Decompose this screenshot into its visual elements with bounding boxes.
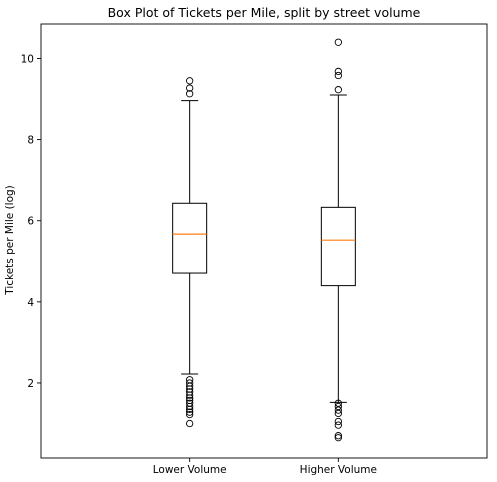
outlier-point [334, 399, 342, 407]
x-tick-label: Lower Volume [153, 464, 227, 476]
outlier-point [186, 376, 194, 384]
outlier-point [334, 432, 342, 440]
outlier-point [186, 388, 194, 396]
y-axis-label: Tickets per Mile (log) [4, 185, 16, 296]
plot-area: 2 4 6 8 10 Lower Volume Higher Volume [21, 23, 488, 476]
y-tick-label: 2 [27, 378, 34, 390]
outlier-point [186, 77, 194, 85]
outlier-point [334, 421, 342, 429]
y-tick-label: 4 [27, 297, 34, 309]
outlier-point [186, 84, 194, 92]
y-tick-label: 10 [21, 53, 34, 65]
outlier-point [334, 86, 342, 94]
outlier-point [334, 406, 342, 414]
outlier-point [334, 67, 342, 76]
outlier-point [186, 90, 194, 98]
outlier-point [186, 379, 194, 387]
chart-title: Box Plot of Tickets per Mile, split by s… [108, 5, 421, 20]
y-tick-label: 6 [27, 216, 34, 228]
x-tick-label: Higher Volume [300, 464, 377, 476]
outlier-point [334, 417, 342, 426]
box-iqr [172, 202, 208, 274]
outlier-point [334, 409, 342, 418]
outlier-point [334, 402, 342, 411]
plot-frame [40, 23, 488, 459]
outlier-point [186, 410, 194, 419]
outlier-point [334, 38, 342, 46]
box-iqr [320, 206, 356, 287]
outlier-point [334, 71, 342, 80]
outlier-point [186, 396, 194, 405]
outlier-point [186, 399, 194, 407]
outlier-point [186, 419, 194, 428]
y-tick-label: 8 [27, 135, 34, 147]
outlier-point [186, 408, 194, 416]
outlier-point [334, 434, 342, 442]
